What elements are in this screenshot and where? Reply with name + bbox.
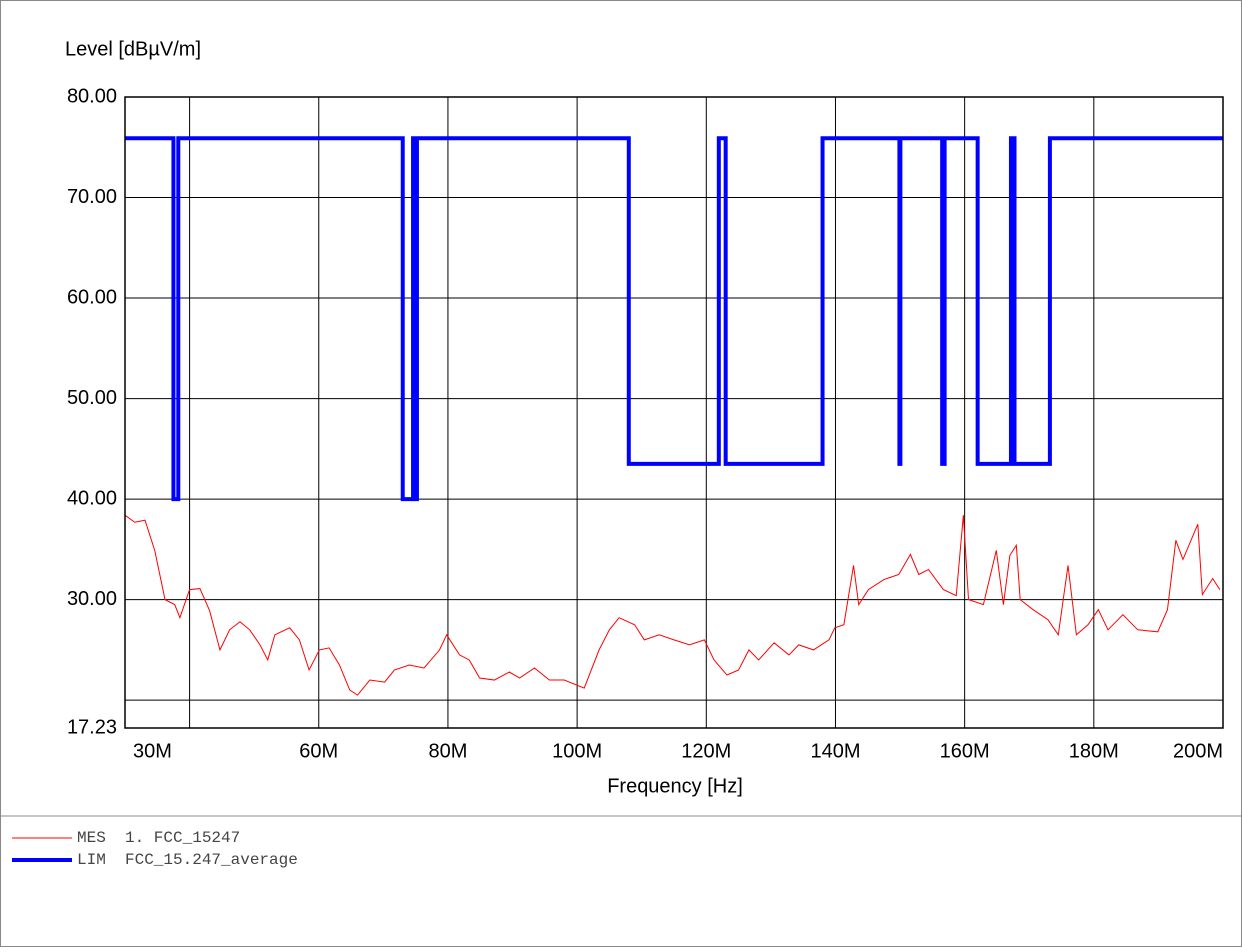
series-line	[124, 514, 1221, 696]
x-tick-label: 200M	[1173, 740, 1223, 762]
y-tick-label: 70.00	[67, 186, 117, 208]
y-tick-label: 40.00	[67, 487, 117, 509]
x-tick-label: 80M	[428, 740, 467, 762]
plot-frame	[124, 96, 1224, 729]
legend-description: FCC_15.247_average	[125, 851, 298, 869]
x-tick-label: 180M	[1069, 740, 1119, 762]
y-tick-label: 50.00	[67, 387, 117, 409]
x-tick-label: 100M	[552, 740, 602, 762]
x-tick-label: 160M	[940, 740, 990, 762]
legend-description: 1. FCC_15247	[125, 829, 240, 847]
x-tick-label: 60M	[299, 740, 338, 762]
tick-labels: 80.00 70.00 60.00 50.00 40.00 30.00 17.23 30M 60…	[67, 85, 1223, 762]
legend-name: MES	[77, 829, 106, 847]
y-tick-label: 17.23	[67, 716, 117, 738]
y-tick-label: 80.00	[67, 85, 117, 107]
y-tick-label: 30.00	[67, 588, 117, 610]
y-tick-label: 60.00	[67, 286, 117, 308]
x-tick-label: 120M	[681, 740, 731, 762]
y-axis-label: Level [dBµV/m]	[65, 38, 201, 60]
grid	[125, 97, 1223, 728]
legend-name: LIM	[77, 851, 106, 869]
series-line	[125, 136, 1223, 502]
legend: MES 1. FCC_15247 LIM FCC_15.247_average	[12, 829, 298, 869]
plot-area	[124, 136, 1223, 696]
x-tick-label: 140M	[810, 740, 860, 762]
x-tick-label: 30M	[133, 740, 172, 762]
x-axis-label: Frequency [Hz]	[607, 775, 743, 797]
